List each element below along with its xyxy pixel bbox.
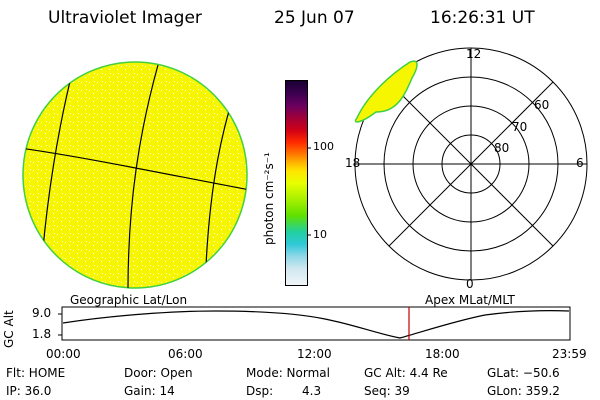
mlt-label-18: 18 [345, 156, 361, 170]
sequence-number: Seq: 39 [364, 384, 410, 398]
gc-altitude: GC Alt: 4.4 Re [364, 366, 448, 380]
door-status: Door: Open [124, 366, 193, 380]
time-label: 16:26:31 UT [430, 8, 535, 28]
ip-value: IP: 36.0 [6, 384, 52, 398]
altitude-tick-1.8: 1.8 [32, 327, 52, 341]
flight-mode: Flt: HOME [6, 366, 66, 380]
altitude-tick-9: 9.0 [32, 306, 52, 320]
lat-label-70: 70 [512, 120, 528, 134]
date-label: 25 Jun 07 [274, 8, 355, 28]
geographic-image-panel [22, 61, 248, 289]
mlt-label-6: 6 [576, 156, 584, 170]
app-title: Ultraviolet Imager [48, 8, 202, 28]
altitude-plot [58, 306, 571, 341]
mlt-label-12: 12 [466, 47, 482, 61]
altitude-axis-label: GC Alt [2, 310, 16, 348]
time-tick-1800: 18:00 [425, 347, 460, 361]
colorbar-tick-100: 100 [313, 140, 334, 153]
instrument-mode: Mode: Normal [246, 366, 330, 380]
altitude-plot-frame [61, 306, 571, 341]
colorbar-ticks [307, 147, 311, 236]
dsp-value: 4.3 [302, 384, 322, 398]
polar-diagonal-2 [388, 81, 554, 247]
time-tick-0600: 06:00 [168, 347, 203, 361]
dsp-label: Dsp: [246, 384, 274, 398]
gain-value: Gain: 14 [124, 384, 175, 398]
geographic-latitude: GLat: −50.6 [487, 366, 560, 380]
polar-plot [354, 47, 588, 281]
uv-patch [354, 60, 418, 123]
mlt-label-0: 0 [466, 277, 474, 291]
geographic-caption: Geographic Lat/Lon [70, 293, 188, 307]
time-tick-0000: 00:00 [46, 347, 81, 361]
lat-label-60: 60 [534, 98, 550, 112]
polar-caption: Apex MLat/MLT [425, 293, 515, 307]
colorbar-tick-10: 10 [313, 228, 327, 241]
colorbar-unit-label: photon cm⁻²s⁻¹ [262, 152, 276, 245]
geographic-longitude: GLon: 359.2 [487, 384, 560, 398]
lat-label-80: 80 [494, 141, 510, 155]
colorbar [285, 80, 308, 286]
time-tick-2359: 23:59 [552, 347, 587, 361]
time-tick-1200: 12:00 [297, 347, 332, 361]
altitude-curve [62, 310, 570, 339]
